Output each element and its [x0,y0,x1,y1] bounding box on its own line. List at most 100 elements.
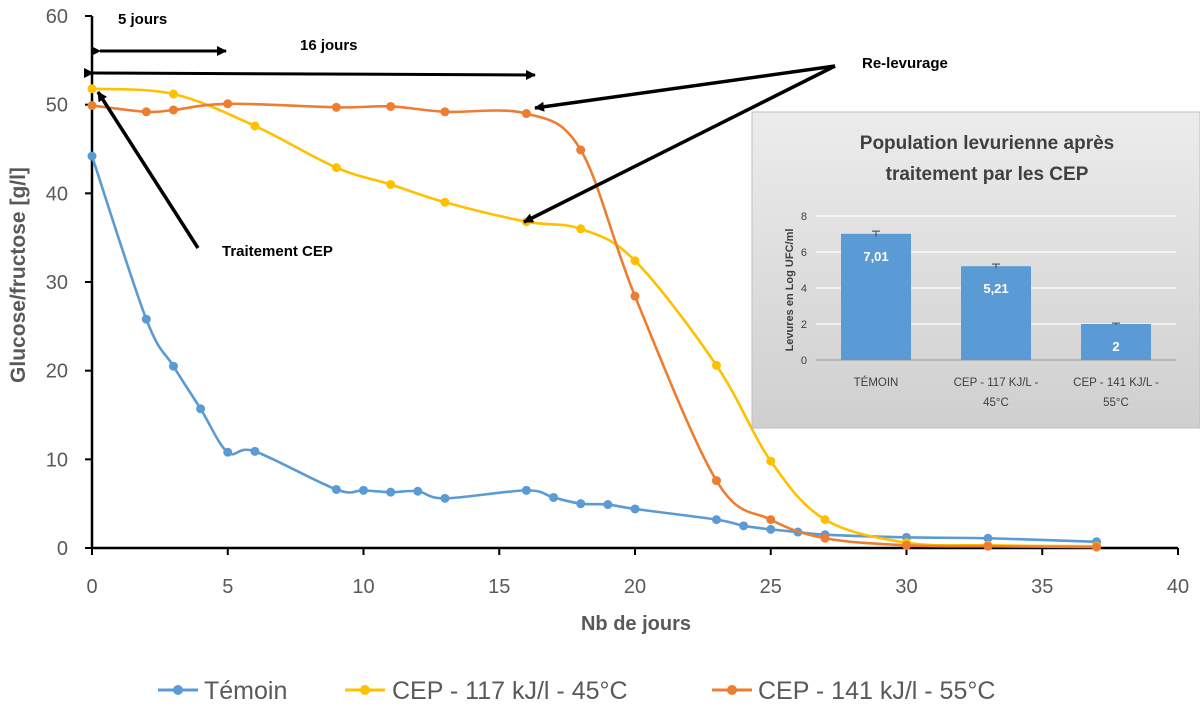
legend-item-cep-141: CEP - 141 kJ/l - 55°C [712,677,995,705]
data-point-temoin [983,533,993,543]
inset-title-line1: Population levurienne après [860,133,1114,154]
inset-y-tick-label: 2 [801,319,807,331]
inset-bar-group: 5,21 CEP - 117 KJ/L - 45°C [954,263,1039,409]
inset-y-tick-label: 4 [801,283,807,295]
legend: Témoin CEP - 117 kJ/l - 45°C CEP - 141 k… [158,677,995,705]
inset-bar [1081,324,1151,360]
main-series [87,84,1102,552]
inset-category-label: TÉMOIN [854,376,899,389]
series-cep-117 [87,84,1102,551]
inset-y-tick-label: 6 [801,247,807,259]
inset-bars: 7,01 TÉMOIN 5,21 CEP - 117 KJ/L - 45°C 2 CEP -… [841,230,1159,409]
x-tick-label: 30 [895,576,917,598]
x-tick-label: 20 [624,576,646,598]
y-tick-label: 60 [46,6,68,28]
data-point-cep-117 [711,360,721,370]
data-point-temoin [603,500,613,510]
legend-label-cep-141: CEP - 141 kJ/l - 55°C [758,677,995,705]
data-point-cep-117 [168,89,178,99]
y-tick-label: 30 [46,272,68,294]
data-point-cep-141 [711,476,721,486]
data-point-cep-141 [766,515,776,525]
data-point-temoin [250,446,260,456]
inset-category-label-line2: 55°C [1103,397,1129,409]
arrow-relevurage-yellow [523,64,836,224]
inset-y-axis-title: Levures en Log UFC/ml [784,229,796,352]
inset-title-line2: traitement par les CEP [886,164,1089,185]
data-point-cep-117 [440,197,450,207]
arrow-traitement-cep [96,91,200,249]
inset-bar-group: 2 CEP - 141 KJ/L - 55°C [1073,322,1159,409]
data-point-temoin [739,521,749,531]
data-point-temoin [549,492,559,502]
inset-chart: Population levurienne après traitement p… [751,111,1200,429]
annotation-5-jours: 5 jours [118,11,167,28]
arrow-relevurage-orange [534,64,836,112]
data-point-cep-117 [576,224,586,234]
data-point-temoin [413,486,423,496]
data-point-cep-141 [87,101,97,111]
data-point-temoin [630,504,640,514]
data-point-temoin [386,487,396,497]
inset-category-label: CEP - 141 KJ/L - [1073,377,1159,389]
data-point-cep-141 [630,291,640,301]
data-point-cep-117 [386,179,396,189]
data-point-temoin [576,499,586,509]
data-point-temoin [87,151,97,161]
x-tick-label: 40 [1167,576,1189,598]
y-tick-label: 40 [46,183,68,205]
x-tick-label: 25 [760,576,782,598]
legend-item-temoin: Témoin [158,677,287,705]
y-tick-label: 20 [46,361,68,383]
data-point-cep-141 [576,145,586,155]
data-point-cep-141 [983,541,993,551]
legend-marker-cep-141 [727,685,737,695]
x-tick-label: 5 [222,576,233,598]
inset-y-tick-label: 8 [801,211,807,223]
annotation-relevurage: Re-levurage [862,55,948,72]
data-point-cep-141 [223,99,233,109]
inset-category-label-line2: 45°C [983,397,1009,409]
annotation-16-jours: 16 jours [300,37,358,54]
data-point-cep-141 [902,540,911,550]
data-point-cep-141 [521,109,531,119]
x-tick-label: 10 [352,576,374,598]
y-tick-label: 0 [57,538,68,560]
data-point-cep-141 [820,533,830,543]
legend-marker-temoin [173,685,183,695]
data-point-cep-117 [766,456,776,466]
annotations: 5 jours 16 jours Re-levurage Traitement … [83,11,948,260]
data-point-temoin [331,484,341,494]
data-point-temoin [223,447,233,457]
inset-bar [841,233,911,360]
inset-bar [961,266,1031,360]
data-point-cep-117 [250,121,260,131]
data-point-temoin [141,314,151,324]
data-point-temoin [196,404,206,414]
inset-bar-group: 7,01 TÉMOIN [841,230,911,389]
data-point-temoin [359,485,368,495]
data-point-temoin [766,524,776,534]
inset-category-label: CEP - 117 KJ/L - [954,377,1039,389]
data-point-cep-117 [630,256,640,266]
legend-label-cep-117: CEP - 117 kJ/l - 45°C [392,677,628,705]
y-axis-title: Glucose/fructose [g/l] [7,167,30,383]
data-point-temoin [521,485,531,495]
data-point-cep-117 [87,84,97,94]
data-point-cep-141 [168,105,178,115]
x-tick-label: 0 [86,576,97,598]
y-tick-label: 50 [46,95,68,117]
data-point-cep-141 [440,107,450,117]
data-point-cep-117 [820,515,830,525]
y-tick-label: 10 [46,449,68,471]
x-axis-title: Nb de jours [581,613,691,635]
inset-bar-value-label: 5,21 [983,281,1008,296]
data-point-cep-141 [141,107,151,117]
series-line-cep-117 [91,87,1097,548]
x-tick-label: 35 [1031,576,1053,598]
series-cep-141 [87,99,1102,552]
data-point-cep-141 [331,102,341,112]
legend-marker-cep-117 [360,685,370,695]
inset-y-tick-label: 0 [801,355,807,367]
